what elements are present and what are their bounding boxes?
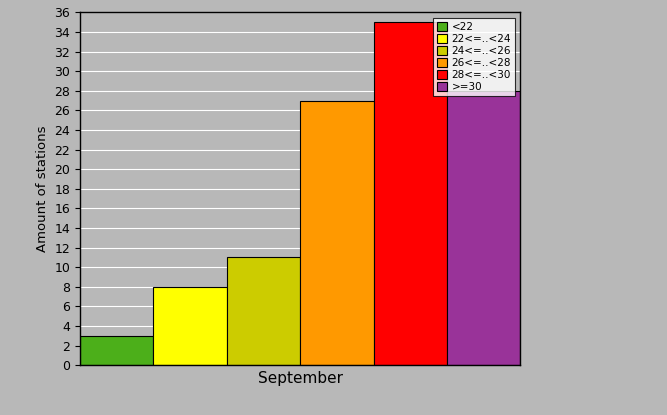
- Bar: [300, 100, 374, 365]
- Bar: [374, 22, 447, 365]
- Bar: [447, 91, 520, 365]
- Legend: <22, 22<=..<24, 24<=..<26, 26<=..<28, 28<=..<30, >=30: <22, 22<=..<24, 24<=..<26, 26<=..<28, 28…: [433, 18, 515, 96]
- Y-axis label: Amount of stations: Amount of stations: [36, 126, 49, 252]
- Bar: [80, 336, 153, 365]
- Bar: [227, 257, 300, 365]
- Bar: [153, 287, 227, 365]
- X-axis label: September: September: [257, 371, 343, 386]
